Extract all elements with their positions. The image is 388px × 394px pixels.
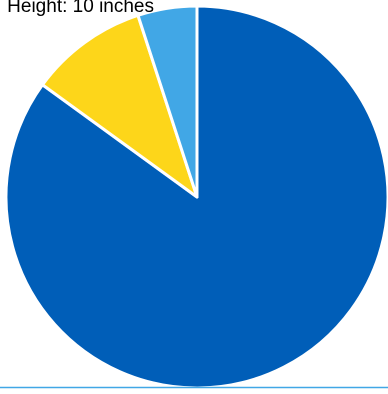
pie-slices <box>4 4 388 390</box>
chart-header-text: Height: 10 inches <box>7 0 154 17</box>
pie-slice-2 <box>40 13 199 199</box>
pie-slice-3 <box>136 4 199 199</box>
